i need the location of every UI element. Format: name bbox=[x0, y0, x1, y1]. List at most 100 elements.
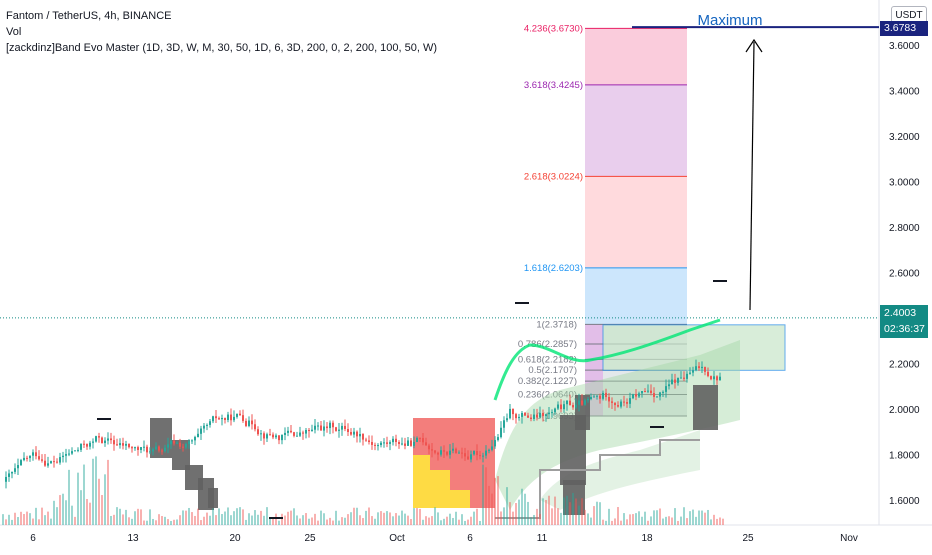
candle-body bbox=[653, 393, 655, 397]
candle-body bbox=[251, 420, 253, 425]
volume-bar bbox=[170, 520, 172, 525]
stair-guide-line bbox=[495, 439, 700, 519]
volume-bar bbox=[53, 500, 55, 525]
candle-body bbox=[92, 441, 94, 443]
volume-bar bbox=[191, 512, 193, 525]
volume-bar bbox=[512, 511, 514, 525]
volume-bar bbox=[653, 510, 655, 525]
volume-bar bbox=[59, 495, 61, 525]
candle-body bbox=[290, 430, 292, 433]
volume-bar bbox=[578, 505, 580, 525]
volume-bar bbox=[569, 502, 571, 525]
candle-body bbox=[551, 412, 553, 414]
volume-bar bbox=[242, 509, 244, 525]
candle-body bbox=[122, 443, 124, 446]
candle-body bbox=[164, 447, 166, 452]
candle-body bbox=[644, 390, 646, 392]
candle-body bbox=[263, 433, 265, 439]
candle-body bbox=[203, 425, 205, 429]
candle-body bbox=[410, 440, 412, 446]
volume-bar bbox=[101, 495, 103, 525]
volume-bar bbox=[209, 515, 211, 525]
x-tick-label: 13 bbox=[127, 533, 139, 544]
volume-bar bbox=[665, 516, 667, 525]
candle-body bbox=[671, 379, 673, 385]
candle-body bbox=[98, 436, 100, 438]
volume-bar bbox=[56, 507, 58, 525]
maximum-label: Maximum bbox=[697, 12, 762, 29]
volume-bar bbox=[443, 518, 445, 525]
volume-bar bbox=[131, 518, 133, 525]
volume-bar bbox=[347, 514, 349, 525]
symbol-title[interactable]: Fantom / TetherUS, 4h, BINANCE bbox=[6, 10, 172, 22]
candle-body bbox=[233, 416, 235, 421]
volume-bar bbox=[722, 518, 724, 525]
candle-body bbox=[26, 457, 28, 459]
candle-body bbox=[218, 418, 220, 420]
volume-bar bbox=[440, 520, 442, 525]
volume-bar bbox=[509, 502, 511, 525]
volume-indicator-label[interactable]: Vol bbox=[6, 26, 22, 38]
volume-bar bbox=[539, 514, 541, 525]
volume-bar bbox=[167, 519, 169, 525]
volume-bar bbox=[275, 513, 277, 525]
volume-bar bbox=[308, 518, 310, 525]
maximum-price-tag: 3.6783 bbox=[880, 21, 928, 36]
fib-zone bbox=[585, 267, 687, 325]
candle-body bbox=[608, 397, 610, 402]
x-tick-label: 25 bbox=[304, 533, 316, 544]
candle-body bbox=[104, 440, 106, 444]
volume-bar bbox=[614, 518, 616, 525]
candle-body bbox=[614, 402, 616, 406]
volume-bar bbox=[422, 519, 424, 525]
candle-body bbox=[131, 447, 133, 449]
candle-body bbox=[500, 427, 502, 438]
volume-bar bbox=[608, 508, 610, 525]
candle-body bbox=[197, 433, 199, 438]
candle-body bbox=[20, 460, 22, 466]
candle-body bbox=[428, 445, 430, 450]
volume-bar bbox=[590, 517, 592, 525]
candle-body bbox=[443, 450, 445, 452]
candle-body bbox=[221, 417, 223, 420]
candle-body bbox=[74, 450, 76, 452]
volume-bar bbox=[425, 516, 427, 525]
volume-bar bbox=[491, 493, 493, 525]
band-evo-indicator-label[interactable]: [zackdinz]Band Evo Master (1D, 3D, W, M,… bbox=[6, 42, 438, 54]
volume-bar bbox=[383, 512, 385, 525]
volume-bar bbox=[647, 520, 649, 525]
candle-body bbox=[503, 420, 505, 428]
volume-bar bbox=[182, 510, 184, 525]
volume-bar bbox=[674, 508, 676, 525]
volume-bar bbox=[662, 518, 664, 525]
volume-bar bbox=[86, 499, 88, 525]
candle-body bbox=[437, 452, 439, 455]
volume-bar bbox=[629, 514, 631, 525]
candle-body bbox=[245, 420, 247, 426]
volume-bar bbox=[716, 518, 718, 525]
volume-bar bbox=[374, 518, 376, 525]
volume-bar bbox=[470, 516, 472, 525]
volume-bar bbox=[104, 474, 106, 525]
current-price-tag: 2.4003 02:36:37 bbox=[880, 305, 928, 338]
candle-body bbox=[281, 434, 283, 441]
candle-body bbox=[206, 424, 208, 426]
volume-bar bbox=[698, 510, 700, 525]
candle-body bbox=[482, 455, 484, 457]
candle-body bbox=[413, 441, 415, 446]
volume-bar bbox=[143, 520, 145, 525]
volume-bar bbox=[362, 518, 364, 525]
volume-bar bbox=[284, 515, 286, 525]
candle-body bbox=[116, 444, 118, 446]
candle-body bbox=[668, 384, 670, 387]
fib-level-label: 0(1.9693) bbox=[536, 411, 577, 422]
fib-level-label: 0.786(2.2857) bbox=[518, 339, 577, 350]
volume-bar bbox=[89, 502, 91, 525]
candle-body bbox=[71, 451, 73, 454]
volume-bar bbox=[122, 514, 124, 525]
volume-bar bbox=[680, 516, 682, 525]
volume-bar bbox=[530, 517, 532, 525]
candle-body bbox=[656, 396, 658, 398]
